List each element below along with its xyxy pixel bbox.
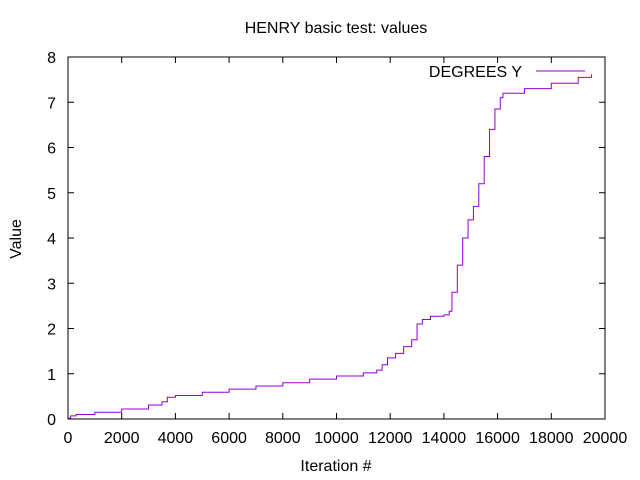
x-tick-label: 16000 (475, 430, 520, 447)
y-tick-label: 7 (47, 95, 56, 112)
y-axis-label: Value (8, 219, 25, 259)
x-tick-label: 8000 (265, 430, 301, 447)
series-line (68, 74, 593, 419)
y-tick-label: 0 (47, 412, 56, 429)
x-tick-label: 14000 (422, 430, 467, 447)
chart-title: HENRY basic test: values (245, 20, 428, 37)
x-tick-label: 2000 (104, 430, 140, 447)
plot-frame (67, 56, 606, 420)
x-axis-label: Iteration # (300, 458, 371, 475)
x-tick-label: 20000 (583, 430, 628, 447)
y-tick-label: 2 (47, 322, 56, 339)
x-tick-label: 6000 (211, 430, 247, 447)
x-tick-label: 0 (64, 430, 73, 447)
x-axis: 0 2000 4000 6000 8000 10000 12000 14000 16000 180… (64, 57, 628, 447)
series-layer (68, 74, 593, 419)
y-tick-label: 5 (47, 186, 56, 203)
x-tick-label: 4000 (158, 430, 194, 447)
y-tick-label: 4 (47, 231, 56, 248)
y-axis: 0 1 2 3 4 5 6 7 8 (47, 50, 605, 429)
x-tick-label: 18000 (529, 430, 574, 447)
x-tick-label: 10000 (314, 430, 359, 447)
y-tick-label: 8 (47, 50, 56, 67)
y-tick-label: 3 (47, 276, 56, 293)
x-tick-label: 12000 (368, 430, 413, 447)
y-tick-label: 6 (47, 141, 56, 158)
legend-label: DEGREES Y (429, 64, 522, 81)
legend: DEGREES Y (429, 64, 585, 81)
y-tick-label: 1 (47, 367, 56, 384)
